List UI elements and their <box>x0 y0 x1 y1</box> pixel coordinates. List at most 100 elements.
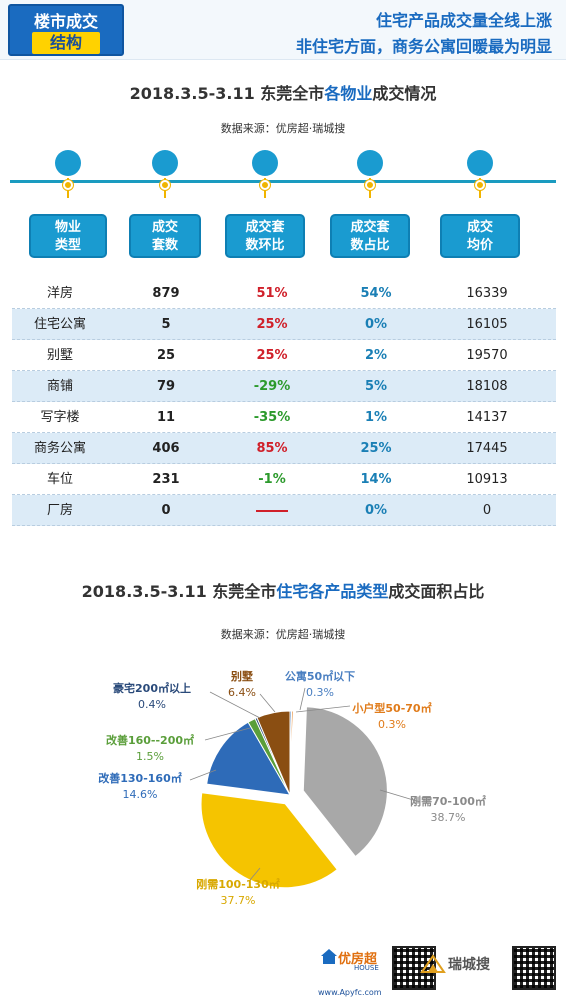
cell-price: 10913 <box>466 472 508 487</box>
cell-price: 19570 <box>466 348 508 363</box>
cell-property-type: 商务公寓 <box>33 441 86 456</box>
cell-share: 0% <box>364 317 388 332</box>
cell-units: 231 <box>152 472 180 487</box>
timeline-bar <box>10 180 556 183</box>
area-share-pie-chart: 公寓50㎡以下 0.3% 小户型50-70㎡ 0.3% 刚需70-100㎡ 38.7% 刚需… <box>98 669 486 907</box>
cell-price: 14137 <box>466 410 508 425</box>
pie-slice-name: 公寓50㎡以下 <box>285 669 355 683</box>
cell-mom: 25% <box>256 317 288 332</box>
section1-title-highlight: 各物业 <box>324 84 373 103</box>
cell-property-type: 厂房 <box>46 503 73 518</box>
cell-property-type: 别墅 <box>46 348 73 363</box>
cell-mom: 25% <box>256 348 288 363</box>
pie-slice-name: 改善130-160㎡ <box>98 771 182 785</box>
timeline-marker <box>160 180 170 190</box>
cell-property-type: 写字楼 <box>40 410 80 425</box>
column-header-line2: 数占比 <box>350 238 390 253</box>
table-row: 车位 231 -1% 14% 10913 <box>12 464 556 495</box>
badge-line2: 结构 <box>32 32 100 54</box>
pie-slice <box>200 792 338 889</box>
cell-property-type: 住宅公寓 <box>33 317 86 332</box>
cell-mom: -1% <box>258 472 286 487</box>
cell-price: 16339 <box>466 286 508 301</box>
table-row: 商务公寓 406 85% 25% 17445 <box>12 433 556 464</box>
cell-units: 879 <box>152 286 180 301</box>
section2-title-highlight: 住宅各产品类型 <box>276 582 389 601</box>
pie-leader-line <box>295 705 351 713</box>
pie-leader-line <box>299 687 306 711</box>
house-icon <box>321 949 337 964</box>
pie-slice-name: 豪宅200㎡以上 <box>113 681 191 695</box>
pie-leader-line <box>204 727 251 741</box>
timeline-node <box>467 150 493 176</box>
pie-slice-name: 别墅 <box>230 669 253 683</box>
cell-units: 79 <box>156 379 176 394</box>
pie-leader-line <box>249 867 261 881</box>
cell-price: 17445 <box>466 441 508 456</box>
footer-url: www.Apyfc.com <box>318 988 382 997</box>
qr-code-icon <box>392 946 436 990</box>
cell-units: 406 <box>152 441 180 456</box>
section2-title-suffix: 成交面积占比 <box>388 582 485 601</box>
cell-price: 18108 <box>466 379 508 394</box>
transaction-table: 洋房 879 51% 54% 16339 住宅公寓 5 25% 0% 16105 别墅 25 25% 2%… <box>12 278 556 526</box>
pie-slice-percent: 1.5% <box>136 750 164 763</box>
pie-slice-name: 改善160--200㎡ <box>106 733 194 747</box>
pie-slice-percent: 6.4% <box>228 686 256 699</box>
timeline-marker <box>475 180 485 190</box>
timeline-marker <box>260 180 270 190</box>
cell-property-type: 车位 <box>46 472 73 487</box>
pie-slice-percent: 37.7% <box>221 894 256 907</box>
pie-slice-percent: 0.4% <box>138 698 166 711</box>
badge-line1: 楼市成交 <box>33 12 98 31</box>
pie-leader-line <box>189 769 217 781</box>
table-row: 别墅 25 25% 2% 19570 <box>12 340 556 371</box>
ruichengsou-logo-icon <box>420 954 446 973</box>
logo2-text: 瑞城搜 <box>448 957 490 973</box>
pie-slice <box>289 710 294 796</box>
section1-title-prefix: 2018.3.5-3.11 东莞全市 <box>129 84 325 103</box>
logo1-sub: HOUSE <box>354 964 379 972</box>
cell-mom: 85% <box>256 441 288 456</box>
headline-2: 非住宅方面，商务公寓回暖最为明显 <box>295 37 552 56</box>
cell-mom: 51% <box>256 286 288 301</box>
column-header-line1: 成交套 <box>350 220 390 235</box>
cell-property-type: 商铺 <box>46 379 73 394</box>
timeline-marker <box>365 180 375 190</box>
pie-slice-name: 刚需70-100㎡ <box>410 794 486 808</box>
pie-slice <box>256 710 291 796</box>
column-header: 成交套 数环比 <box>225 214 305 258</box>
table-row: 商铺 79 -29% 5% 18108 <box>12 371 556 402</box>
pie-leader-line <box>379 789 421 803</box>
pie-leader-line <box>209 691 261 719</box>
cell-price: 0 <box>482 503 492 518</box>
column-header: 成交 均价 <box>440 214 520 258</box>
timeline-marker <box>63 180 73 190</box>
pie-leader-line <box>259 693 276 713</box>
pie-slice-percent: 0.3% <box>306 686 334 699</box>
column-header-line2: 数环比 <box>245 238 285 253</box>
cell-units: 5 <box>161 317 171 332</box>
cell-price: 16105 <box>466 317 508 332</box>
section2-source: 数据来源：优房超·瑞城搜 <box>220 628 346 641</box>
cell-units: 25 <box>156 348 176 363</box>
table-row: 厂房 0 0% 0 <box>12 495 556 526</box>
logo1-text: 优房超 <box>338 952 378 967</box>
timeline-node <box>152 150 178 176</box>
section2-title-prefix: 2018.3.5-3.11 东莞全市 <box>81 582 277 601</box>
cell-units: 11 <box>156 410 176 425</box>
page-header: 楼市成交 结构 住宅产品成交量全线上涨 非住宅方面，商务公寓回暖最为明显 <box>0 0 566 60</box>
table-row: 住宅公寓 5 25% 0% 16105 <box>12 309 556 340</box>
timeline-node <box>357 150 383 176</box>
column-header: 物业 类型 <box>29 214 107 258</box>
column-header: 成交 套数 <box>129 214 201 258</box>
cell-mom: -35% <box>253 410 291 425</box>
cell-share: 2% <box>364 348 388 363</box>
pie-slice <box>302 706 388 858</box>
cell-mom <box>224 495 320 526</box>
column-header-line2: 类型 <box>54 238 81 253</box>
timeline-node <box>55 150 81 176</box>
cell-share: 5% <box>364 379 388 394</box>
column-header-line1: 物业 <box>54 220 81 235</box>
section-badge: 楼市成交 结构 <box>8 4 124 56</box>
